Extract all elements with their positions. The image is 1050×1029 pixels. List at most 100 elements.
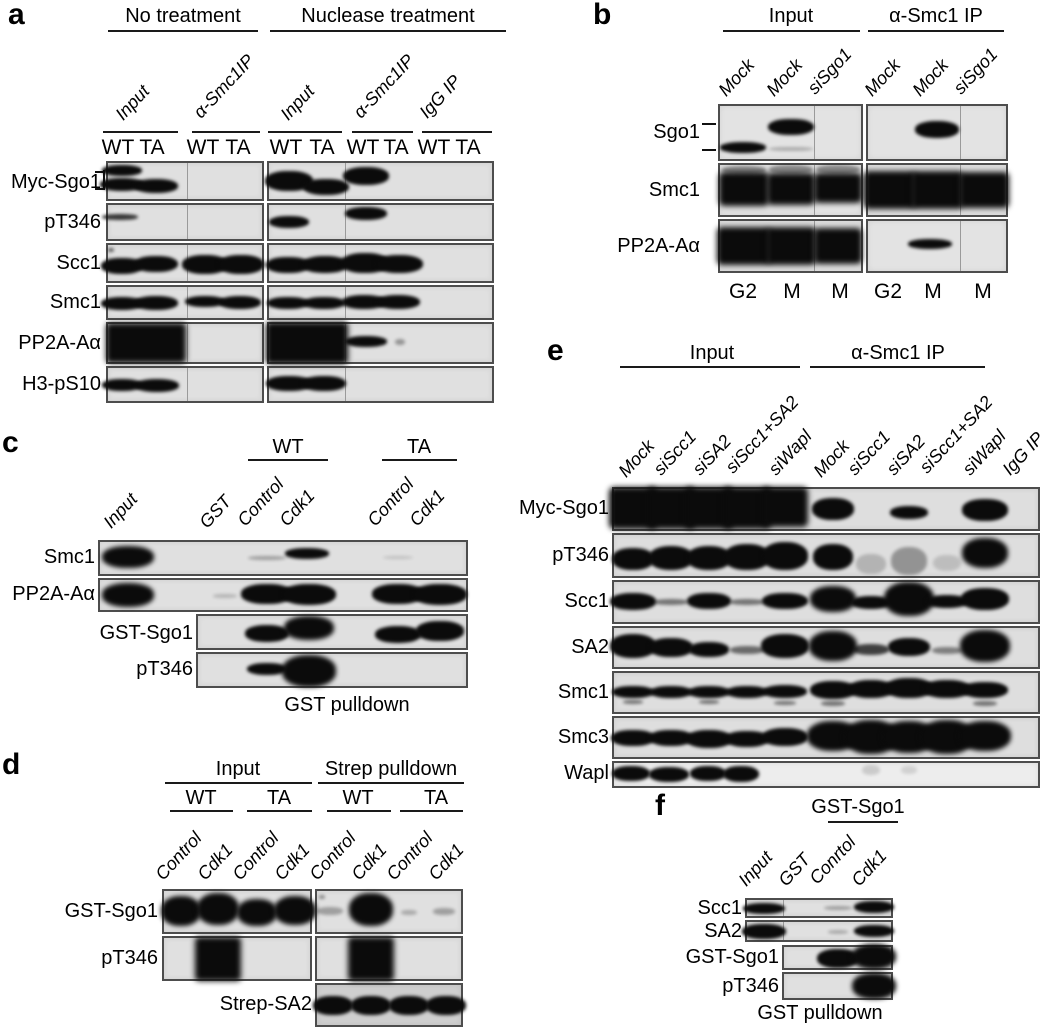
header-no-treatment: No treatment (125, 5, 241, 27)
vline (187, 163, 188, 199)
band (762, 593, 808, 609)
band (959, 172, 1009, 208)
band (102, 164, 142, 176)
band (762, 542, 808, 570)
blot-c-smc1 (98, 540, 468, 576)
band (742, 923, 786, 939)
band (100, 177, 144, 191)
band (973, 700, 997, 706)
band (265, 171, 313, 191)
row-label-pp2a: PP2A-Aα (18, 332, 101, 354)
band (395, 339, 405, 345)
band (612, 765, 650, 781)
lane-wt: WT (269, 136, 303, 159)
header-ta: TA (406, 436, 432, 458)
band (134, 179, 178, 193)
vline (187, 368, 188, 401)
underline-no-treatment (108, 30, 258, 32)
band (185, 295, 225, 307)
vline (960, 221, 961, 271)
band (761, 634, 809, 658)
band (282, 583, 336, 605)
rule (620, 366, 800, 368)
band (372, 584, 424, 604)
lane-wt: WT (417, 136, 451, 159)
band (961, 588, 1009, 610)
band (649, 546, 693, 570)
header-wt: WT (185, 787, 217, 809)
group-rule (192, 131, 260, 133)
group-rule (352, 131, 413, 133)
band (245, 624, 289, 642)
band (134, 256, 178, 272)
row-label-wapl: Wapl (564, 762, 609, 784)
vline (814, 106, 815, 159)
band (102, 379, 142, 391)
band (762, 487, 808, 527)
group-rule (103, 131, 178, 133)
phase-m: M (831, 280, 849, 303)
row-label-pt346: pT346 (552, 544, 609, 566)
band (891, 547, 927, 575)
rule (723, 30, 860, 32)
band (884, 582, 934, 616)
band (810, 681, 856, 699)
panel-letter-f: f (655, 789, 665, 822)
band (908, 239, 952, 249)
band (375, 255, 423, 273)
band (686, 730, 732, 748)
row-label-smc1: Smc1 (43, 546, 95, 568)
band (769, 147, 813, 151)
band (862, 765, 880, 775)
band (426, 995, 466, 1015)
phase-m: M (974, 280, 992, 303)
row-label-pt346: pT346 (136, 658, 193, 680)
row-label-strep-sa2: Strep-SA2 (219, 993, 312, 1015)
band (345, 335, 387, 347)
band (319, 895, 325, 899)
band (649, 637, 693, 657)
tick (702, 149, 716, 151)
band (218, 254, 264, 274)
band (812, 498, 854, 520)
tick (95, 171, 103, 173)
band (610, 592, 656, 610)
vline (345, 205, 346, 239)
band (962, 682, 1008, 698)
band (809, 631, 857, 661)
phase-m: M (783, 280, 801, 303)
band (351, 995, 391, 1015)
band (248, 556, 286, 560)
band (416, 621, 464, 641)
band (102, 546, 154, 568)
band (317, 907, 343, 915)
band (649, 730, 693, 746)
band (888, 638, 930, 656)
band (611, 730, 655, 746)
lane-wt: WT (186, 136, 220, 159)
band (687, 546, 731, 570)
band (285, 547, 329, 559)
band (302, 375, 346, 391)
band (890, 505, 928, 519)
header-wt: WT (342, 787, 374, 809)
band (726, 686, 768, 698)
rule (400, 810, 463, 812)
band (102, 583, 154, 607)
band (401, 909, 417, 915)
row-label-pp2a: PP2A-Aα (12, 583, 95, 605)
panel-letter-b: b (593, 0, 612, 31)
header-input: Input (768, 5, 814, 27)
band (926, 594, 968, 608)
band (901, 766, 917, 774)
row-label-myc-sgo1: Myc-Sgo1 (10, 171, 101, 193)
caption-gst-pulldown: GST pulldown (757, 1002, 883, 1024)
band (853, 643, 889, 655)
lane-wt: WT (101, 136, 135, 159)
band (923, 680, 971, 698)
band (689, 641, 729, 657)
band (813, 544, 853, 570)
blot-d-gst-sgo1-strep (315, 889, 463, 934)
